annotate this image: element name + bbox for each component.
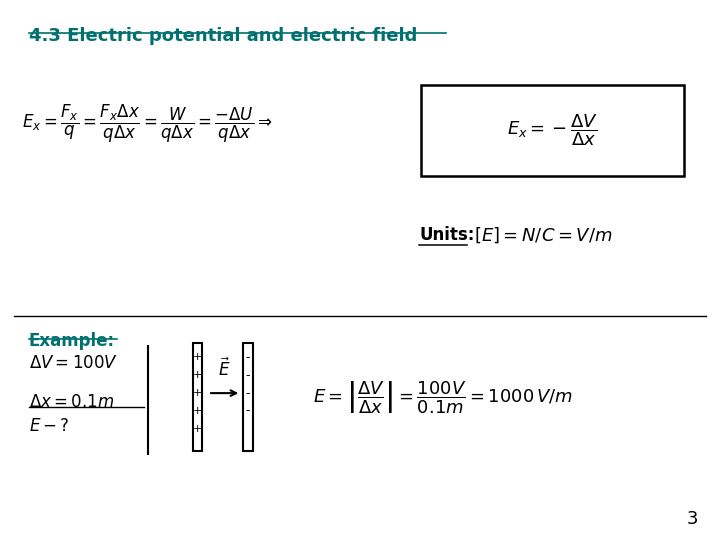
Text: -: - [246,387,251,400]
Text: $\Delta x = 0.1m$: $\Delta x = 0.1m$ [29,393,114,411]
FancyBboxPatch shape [193,343,202,451]
Text: $E_x = \dfrac{F_x}{q} = \dfrac{F_x \Delta x}{q \Delta x} = \dfrac{W}{q \Delta x}: $E_x = \dfrac{F_x}{q} = \dfrac{F_x \Delt… [22,103,272,145]
Text: $E = \left|\dfrac{\Delta V}{\Delta x}\right| = \dfrac{100V}{0.1m} = 1000\,V/m$: $E = \left|\dfrac{\Delta V}{\Delta x}\ri… [313,379,574,415]
FancyBboxPatch shape [421,85,684,176]
Text: $[E] = N/C = V/m$: $[E] = N/C = V/m$ [474,225,612,245]
Text: +: + [193,370,202,380]
Text: $\Delta V = 100V$: $\Delta V = 100V$ [29,354,118,372]
Text: $E_x = -\dfrac{\Delta V}{\Delta x}$: $E_x = -\dfrac{\Delta V}{\Delta x}$ [507,112,598,148]
Text: +: + [193,406,202,416]
Text: $E - ?$: $E - ?$ [29,417,69,435]
FancyBboxPatch shape [243,343,253,451]
Text: $\vec{E}$: $\vec{E}$ [218,357,230,380]
Text: +: + [193,388,202,398]
Text: +: + [193,353,202,362]
Text: -: - [246,351,251,364]
Text: -: - [246,369,251,382]
Text: Example:: Example: [29,332,115,350]
Text: 4.3 Electric potential and electric field: 4.3 Electric potential and electric fiel… [29,27,417,45]
Text: -: - [246,404,251,417]
Text: 3: 3 [687,510,698,528]
Text: +: + [193,424,202,434]
Text: Units:: Units: [419,226,474,244]
